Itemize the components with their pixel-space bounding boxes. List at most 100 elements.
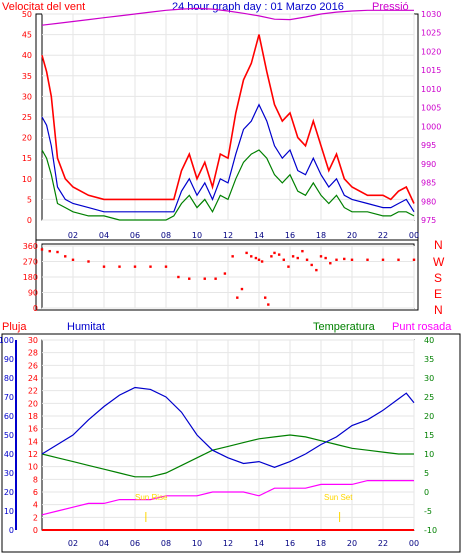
rain-y-tick: 28: [28, 349, 38, 358]
direction-point: [277, 253, 281, 256]
wind-x-tick: 14: [254, 231, 264, 240]
pressure-y-tick: 995: [421, 141, 436, 150]
humidity-series-temperature: [41, 434, 414, 478]
temperature-label: Temperatura: [313, 321, 376, 333]
direction-point: [250, 255, 253, 258]
humidity-x-tick: 06: [130, 539, 140, 548]
humidity-x-tick: 00: [409, 539, 419, 548]
humidity-y-tick: 70: [4, 393, 14, 402]
direction-point: [164, 265, 168, 268]
wind-x-tick: 02: [68, 231, 78, 240]
wind-series-gust: [41, 34, 415, 204]
humidity-x-tick: 04: [99, 539, 109, 548]
direction-point: [223, 272, 227, 275]
pressure-y-tick: 1005: [421, 104, 441, 113]
humidity-x-tick: 12: [223, 539, 233, 548]
direction-point: [273, 251, 276, 255]
pressure-y-tick: 1000: [421, 122, 441, 131]
direction-point: [350, 258, 354, 261]
compass-w: W: [433, 255, 445, 269]
wind-x-tick: 04: [99, 231, 109, 240]
wind-x-tick: 22: [378, 231, 388, 240]
temperature-y-tick: 25: [424, 393, 434, 402]
pressure-label: Pressió: [372, 1, 409, 13]
wind-y-tick: 35: [22, 72, 32, 81]
direction-point: [245, 251, 248, 255]
wind-y-tick: 30: [22, 92, 32, 101]
direction-point: [366, 258, 369, 261]
direction-points: [40, 248, 416, 306]
humidity-y-tick: 0: [9, 526, 14, 535]
humidity-series-dewpoint: [41, 480, 414, 516]
compass-labels: N W S E N: [433, 238, 445, 317]
wind-y-tick: 45: [22, 31, 32, 40]
direction-point: [381, 258, 385, 261]
humidity-x-tick: 14: [254, 539, 264, 548]
sunset-label: Sun Set: [324, 493, 353, 502]
direction-point: [260, 260, 264, 263]
compass-e: E: [434, 287, 442, 301]
pressure-y-tick: 975: [421, 216, 436, 225]
direction-y-tick: 90: [28, 289, 38, 298]
humidity-y-tick: 10: [4, 507, 14, 516]
temperature-y-tick: -5: [424, 507, 432, 516]
humidity-x-tick: 16: [285, 539, 295, 548]
rain-y-tick: 12: [28, 450, 38, 459]
wind-series: [41, 7, 415, 221]
direction-point: [203, 277, 206, 280]
wind-axes: 0510152025303540455097598098599099510001…: [22, 10, 442, 240]
direction-point: [231, 255, 234, 258]
direction-point: [296, 256, 299, 260]
humidity-x-tick: 08: [161, 539, 171, 548]
direction-point: [324, 256, 327, 260]
humidity-x-tick: 22: [378, 539, 388, 548]
direction-point: [270, 255, 273, 258]
direction-point: [240, 287, 244, 291]
direction-grid: [42, 245, 415, 309]
direction-point: [254, 256, 258, 260]
wind-series-avg2: [41, 149, 415, 221]
wind-x-tick: 20: [347, 231, 357, 240]
direction-point: [264, 296, 267, 299]
humidity-y-tick: 30: [4, 469, 14, 478]
humidity-series-humidity: [41, 386, 415, 468]
humidity-grid: [42, 339, 415, 531]
direction-point: [305, 258, 309, 261]
rain-y-tick: 30: [28, 336, 38, 345]
wind-direction-chart: 0 90 180 270 360: [23, 239, 419, 313]
rain-y-tick: 10: [28, 463, 38, 472]
humidity-y-tick: 60: [4, 412, 14, 421]
humidity-y-tick: 100: [0, 336, 14, 345]
humidity-y-tick: 80: [4, 374, 14, 383]
direction-point: [319, 255, 323, 258]
humidity-y-tick: 40: [4, 450, 14, 459]
direction-point: [291, 255, 295, 258]
wind-x-tick: 10: [192, 231, 202, 240]
direction-point: [188, 277, 191, 280]
wind-y-tick: 5: [27, 195, 32, 204]
rain-y-tick: 0: [33, 526, 38, 535]
direction-point: [64, 255, 67, 258]
humidity-axes: 0102030405060708090100024681012141618202…: [0, 336, 437, 548]
dewpoint-label: Punt rosada: [392, 321, 452, 333]
pressure-y-tick: 1025: [421, 29, 441, 38]
direction-point: [329, 262, 332, 265]
temperature-y-tick: 0: [424, 488, 429, 497]
humidity-x-tick: 10: [192, 539, 202, 548]
pressure-y-tick: 1030: [421, 10, 441, 19]
rain-y-tick: 16: [28, 425, 38, 434]
direction-y-tick: 180: [23, 273, 38, 282]
pressure-y-tick: 985: [421, 179, 436, 188]
humidity-x-tick: 20: [347, 539, 357, 548]
rain-y-tick: 22: [28, 387, 38, 396]
pressure-y-tick: 990: [421, 160, 436, 169]
wind-x-tick: 16: [285, 231, 295, 240]
rain-y-tick: 20: [28, 399, 38, 408]
temperature-y-tick: 35: [424, 355, 434, 364]
pressure-y-tick: 1020: [421, 47, 441, 56]
wind-x-tick: 18: [316, 231, 326, 240]
wind-y-tick: 15: [22, 154, 32, 163]
direction-point: [343, 257, 346, 261]
direction-point: [118, 265, 121, 268]
direction-point: [133, 265, 137, 268]
